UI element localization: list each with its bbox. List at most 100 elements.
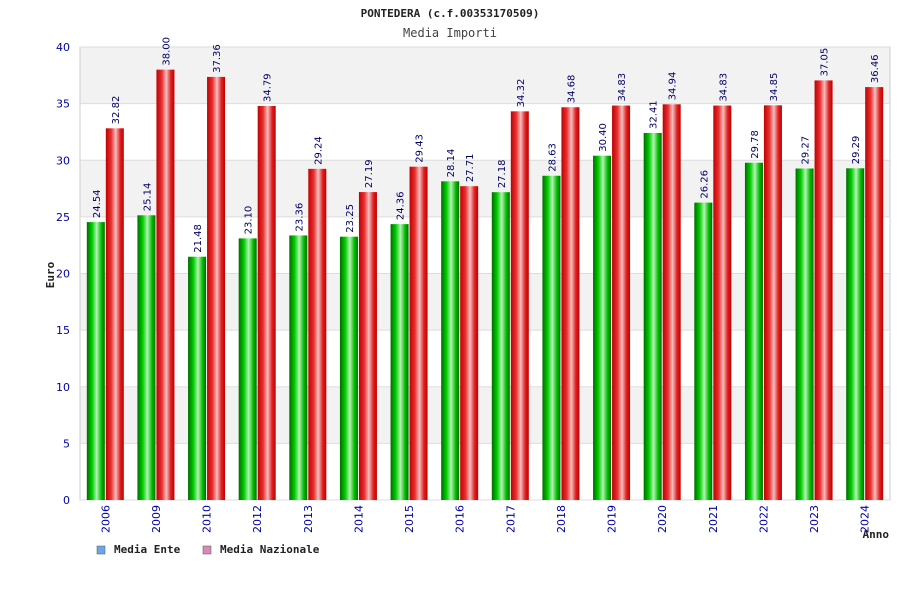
data-label-media-ente: 23.36 — [294, 203, 305, 232]
data-label-media-ente: 26.26 — [699, 170, 710, 199]
x-tick-label: 2019 — [606, 505, 619, 533]
data-label-media-nazionale: 29.43 — [415, 134, 426, 163]
bar-media-ente — [339, 236, 358, 500]
data-label-media-ente: 21.48 — [193, 224, 204, 253]
data-label-media-ente: 29.78 — [750, 130, 761, 159]
y-tick-label: 0 — [63, 494, 70, 507]
bar-media-nazionale — [207, 76, 226, 500]
data-label-media-nazionale: 36.46 — [870, 54, 881, 83]
x-axis-label: Anno — [863, 528, 890, 541]
y-tick-label: 30 — [56, 154, 70, 167]
y-tick-label: 5 — [63, 437, 70, 450]
data-label-media-nazionale: 38.00 — [161, 37, 172, 66]
bar-media-nazionale — [308, 168, 327, 500]
y-tick-label: 10 — [56, 381, 70, 394]
chart-subtitle: Media Importi — [403, 26, 497, 40]
bar-media-nazionale — [561, 107, 580, 501]
bar-media-nazionale — [510, 111, 529, 501]
bar-media-nazionale — [612, 105, 631, 501]
data-label-media-nazionale: 37.05 — [820, 48, 831, 77]
data-label-media-ente: 29.29 — [851, 136, 862, 165]
x-tick-label: 2017 — [504, 505, 517, 533]
data-label-media-nazionale: 34.32 — [516, 79, 527, 108]
data-label-media-nazionale: 34.79 — [263, 73, 274, 102]
x-tick-label: 2018 — [555, 505, 568, 533]
bars — [86, 69, 884, 501]
x-tick-label: 2010 — [201, 505, 214, 533]
bar-media-nazionale — [105, 128, 124, 500]
y-tick-label: 15 — [56, 324, 70, 337]
x-tick-label: 2022 — [757, 505, 770, 533]
data-label-media-nazionale: 34.94 — [668, 72, 679, 101]
x-tick-label: 2014 — [352, 505, 365, 533]
bar-media-ente — [593, 155, 612, 500]
bar-media-ente — [390, 224, 409, 501]
x-tick-label: 2013 — [302, 505, 315, 533]
bar-media-nazionale — [662, 104, 681, 500]
x-tick-label: 2021 — [707, 505, 720, 533]
bar-media-ente — [86, 222, 105, 500]
chart-title: PONTEDERA (c.f.00353170509) — [361, 7, 540, 20]
bar-media-ente — [744, 162, 763, 500]
data-label-media-ente: 30.40 — [598, 123, 609, 152]
x-tick-label: 2023 — [808, 505, 821, 533]
legend-swatch-media-nazionale — [202, 545, 212, 555]
x-tick-label: 2012 — [251, 505, 264, 533]
data-label-media-ente: 28.14 — [446, 149, 457, 178]
bar-media-nazionale — [460, 186, 479, 500]
x-tick-label: 2024 — [859, 505, 872, 533]
data-labels: 24.54 32.82 25.14 38.00 21.48 37.36 23.10 34.79… — [92, 37, 881, 253]
data-label-media-nazionale: 34.68 — [566, 75, 577, 104]
bar-media-ente — [643, 132, 662, 500]
bar-media-ente — [238, 238, 257, 500]
legend-label-media-nazionale: Media Nazionale — [220, 543, 320, 556]
legend-swatch-media-ente — [96, 545, 106, 555]
x-tick-label: 2009 — [150, 505, 163, 533]
data-label-media-ente: 24.54 — [92, 189, 103, 218]
bar-media-ente — [188, 256, 207, 500]
y-tick-label: 25 — [56, 211, 70, 224]
data-label-media-nazionale: 27.71 — [465, 154, 476, 183]
y-tick-label: 35 — [56, 98, 70, 111]
bar-media-ente — [137, 215, 156, 501]
y-tick-label: 20 — [56, 268, 70, 281]
bar-media-nazionale — [156, 69, 175, 501]
bar-media-ente — [441, 181, 460, 500]
data-label-media-ente: 32.41 — [649, 100, 660, 129]
bar-media-nazionale — [814, 80, 833, 500]
x-tick-label: 2006 — [99, 505, 112, 533]
data-label-media-nazionale: 29.24 — [313, 136, 324, 165]
data-label-media-ente: 25.14 — [142, 183, 153, 212]
bar-media-nazionale — [763, 105, 782, 500]
bar-media-nazionale — [713, 105, 732, 501]
bar-media-nazionale — [257, 106, 276, 501]
x-axis-ticks: 2006 2009 2010 2012 2013 2014 2015 2016 2017 2018… — [99, 505, 871, 533]
bar-media-ente — [491, 192, 510, 500]
bar-media-ente — [694, 202, 713, 500]
data-label-media-nazionale: 34.83 — [718, 73, 729, 102]
data-label-media-ente: 29.27 — [801, 136, 812, 165]
data-label-media-ente: 23.25 — [345, 204, 356, 233]
data-label-media-ente: 28.63 — [547, 143, 558, 172]
x-tick-label: 2015 — [403, 505, 416, 533]
data-label-media-nazionale: 37.36 — [212, 44, 223, 73]
bar-media-nazionale — [358, 192, 377, 501]
x-tick-label: 2016 — [454, 505, 467, 533]
data-label-media-ente: 23.10 — [244, 206, 255, 235]
data-label-media-ente: 24.36 — [396, 191, 407, 220]
data-label-media-ente: 27.18 — [497, 160, 508, 189]
y-axis-ticks: 0 5 10 15 20 25 30 35 40 — [56, 41, 70, 507]
y-axis-label: Euro — [44, 261, 57, 288]
data-label-media-nazionale: 34.83 — [617, 73, 628, 102]
bar-media-ente — [795, 168, 814, 500]
x-tick-label: 2020 — [656, 505, 669, 533]
data-label-media-nazionale: 32.82 — [111, 96, 122, 125]
bar-media-ente — [289, 235, 308, 500]
bar-media-nazionale — [865, 87, 884, 500]
data-label-media-nazionale: 34.85 — [769, 73, 780, 102]
y-tick-label: 40 — [56, 41, 70, 54]
data-label-media-nazionale: 27.19 — [364, 159, 375, 188]
bar-media-ente — [846, 168, 865, 500]
bar-media-nazionale — [409, 166, 428, 500]
